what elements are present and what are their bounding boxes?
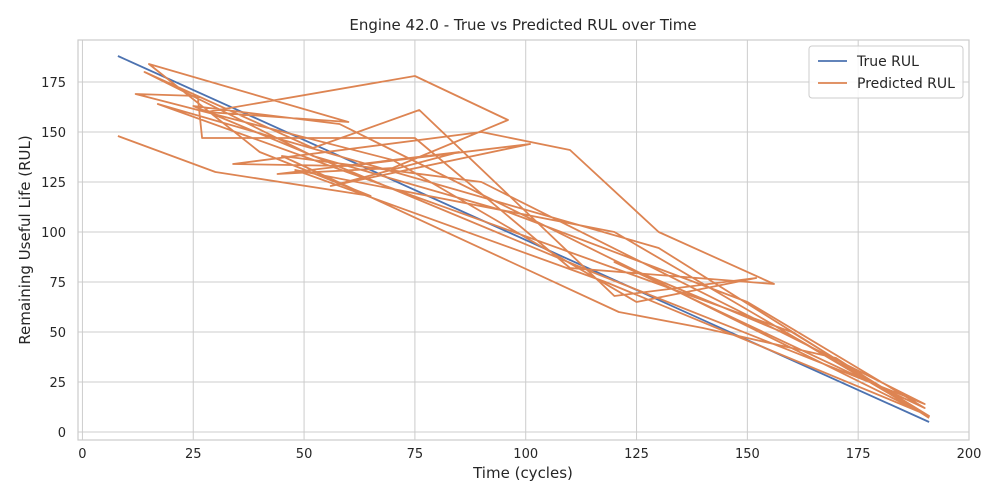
x-tick-label: 0 (78, 447, 86, 462)
y-tick-label: 100 (41, 226, 66, 241)
true-rul-line (117, 55, 930, 423)
y-axis-label: Remaining Useful Life (RUL) (16, 135, 34, 344)
x-tick-label: 75 (407, 447, 424, 462)
x-tick-label: 175 (846, 447, 871, 462)
x-tick-label: 25 (185, 447, 202, 462)
legend: True RUL Predicted RUL (808, 45, 964, 99)
x-tick-label: 125 (624, 447, 649, 462)
plot-frame (77, 39, 970, 441)
y-tick-label: 25 (49, 376, 66, 391)
legend-label: True RUL (856, 54, 919, 70)
chart-title: Engine 42.0 - True vs Predicted RUL over… (349, 16, 696, 34)
legend-label: Predicted RUL (857, 76, 955, 92)
tick-labels: 0 25 50 75 100 125 150 175 200 0 25 50 75 100 125 150 17… (41, 76, 981, 462)
x-tick-label: 150 (735, 447, 760, 462)
legend-box (808, 45, 964, 99)
y-tick-label: 75 (49, 276, 66, 291)
predicted-rul-line (117, 63, 930, 419)
y-tick-label: 0 (58, 426, 66, 441)
x-tick-label: 50 (296, 447, 313, 462)
series-layer (117, 55, 930, 423)
x-tick-label: 200 (957, 447, 982, 462)
y-tick-label: 150 (41, 126, 66, 141)
y-tick-label: 125 (41, 176, 66, 191)
grid (78, 40, 970, 440)
x-axis-label: Time (cycles) (472, 464, 573, 482)
y-tick-label: 175 (41, 76, 66, 91)
x-tick-label: 100 (513, 447, 538, 462)
y-tick-label: 50 (49, 326, 66, 341)
